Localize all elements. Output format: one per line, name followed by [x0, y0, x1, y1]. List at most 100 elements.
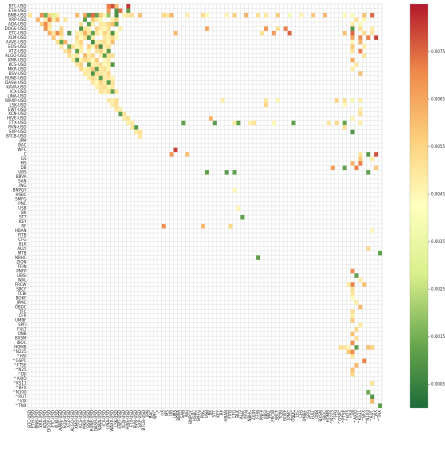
heatmap-cell [350, 30, 355, 36]
column-label: KAVA-USD [98, 410, 103, 430]
heatmap-cell [59, 26, 64, 31]
heatmap-cell [362, 44, 367, 49]
heatmap-cell [169, 12, 174, 18]
heatmap-cell [106, 21, 111, 27]
row-label: DOGE-USD [5, 26, 27, 31]
column-label: STT [212, 409, 217, 417]
row-label: CFR [19, 313, 27, 318]
row-label: ICX-USD [10, 89, 27, 94]
column-label: ADA-USD [42, 410, 47, 428]
heatmap-cell [83, 30, 87, 36]
heatmap-cell [114, 4, 119, 9]
heatmap-cell [87, 26, 91, 31]
row-label: KAVA-USD [6, 84, 26, 89]
column-label: ICX-USD [101, 410, 106, 427]
column-label: HOMB [326, 410, 331, 423]
heatmap-cell [98, 26, 103, 31]
heatmap-cell [275, 26, 280, 31]
heatmap-cell [110, 4, 115, 9]
row-label: HBAN [15, 228, 26, 233]
heatmap-cell [334, 120, 339, 126]
heatmap-cell [370, 12, 375, 18]
heatmap-cell [63, 48, 68, 54]
heatmap-cell [63, 17, 68, 22]
heatmap-cell [130, 125, 135, 130]
heatmap-cell [350, 268, 355, 274]
heatmap-cell [102, 66, 107, 72]
heatmap-cell [47, 30, 52, 36]
column-label: ^TNX [377, 410, 382, 422]
heatmap-cell [83, 35, 87, 40]
row-label: XLM-USD [8, 35, 26, 40]
row-label: DASH-USD [5, 80, 26, 85]
heatmap-cell [67, 30, 72, 36]
column-label: XRP-USD [39, 410, 44, 428]
column-label: ONB [314, 410, 319, 419]
heatmap-cell [224, 12, 229, 18]
heatmap-cell [67, 44, 72, 49]
heatmap-cell [35, 17, 40, 22]
row-label: BSV-USD [9, 71, 27, 76]
colorbar-gradient [409, 3, 429, 409]
column-label: XMR-USD [74, 410, 79, 429]
column-label: BXSM [318, 409, 323, 421]
heatmap-cell [79, 30, 84, 36]
heatmap-cell [350, 44, 355, 49]
heatmap-cell [75, 30, 80, 36]
column-label: DB [168, 410, 173, 416]
row-label: ALLY [17, 246, 27, 251]
heatmap-cell [71, 44, 76, 49]
heatmap-cell [201, 12, 205, 18]
heatmap-cell [161, 12, 166, 18]
colorbar-tick-label: 0.0015 [431, 334, 445, 339]
heatmap-cell [83, 12, 87, 18]
column-label: LSK-USD [113, 410, 118, 427]
heatmap-cell [75, 53, 80, 58]
row-label: TFC [18, 309, 27, 314]
row-label: ALGO-USD [5, 53, 26, 58]
heatmap-cell [260, 30, 264, 36]
column-label: ALGO-USD [70, 410, 75, 431]
heatmap-cell [350, 291, 355, 296]
heatmap-cell [106, 39, 111, 45]
heatmap-cell [358, 152, 363, 157]
heatmap-cell [264, 12, 268, 18]
heatmap-cell [114, 17, 119, 22]
heatmap-cell [79, 35, 84, 40]
row-label: BAC [18, 143, 26, 148]
heatmap-cell [83, 17, 87, 22]
heatmap-cell [169, 152, 174, 157]
row-label: HSBC [15, 192, 26, 197]
heatmap-cell [75, 39, 80, 45]
row-label: ^BFX [15, 385, 26, 390]
column-label: ^HSI [334, 410, 339, 420]
heatmap-cell [256, 12, 261, 18]
heatmap-cell [43, 17, 48, 22]
heatmap-cell [79, 48, 84, 54]
row-label: FULT [17, 327, 27, 332]
column-label: JPMC [286, 410, 291, 421]
heatmap-cell [98, 48, 103, 54]
heatmap-cell [358, 39, 363, 45]
heatmap-cell [94, 75, 99, 81]
row-label: ^N25 [15, 367, 27, 372]
row-label: WAL [18, 277, 27, 282]
column-label: EOS-USD [62, 410, 67, 428]
heatmap-cell [370, 399, 375, 404]
heatmap-cell [232, 120, 237, 126]
column-label: XTZ-USD [66, 410, 71, 428]
row-label: NBHC [15, 255, 27, 260]
heatmap-cell [98, 80, 103, 85]
column-label: BTCB-USD [141, 410, 146, 430]
heatmap-cell [102, 62, 107, 67]
heatmap-cell [98, 21, 103, 27]
colorbar-tick-label: 0.0005 [431, 382, 445, 387]
heatmap-cell [28, 12, 32, 18]
heatmap-cell [75, 12, 80, 18]
heatmap-cell [102, 57, 107, 63]
column-label: UMBF [302, 409, 307, 421]
heatmap-cell [114, 21, 119, 27]
row-label: FITB [18, 232, 27, 237]
column-label: ZION [251, 410, 256, 420]
heatmap-cell [94, 30, 99, 36]
